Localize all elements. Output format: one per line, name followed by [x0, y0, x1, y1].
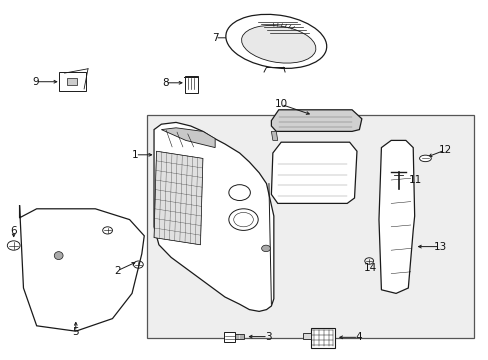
Text: 3: 3 — [264, 332, 271, 342]
Polygon shape — [271, 142, 356, 203]
Bar — [234, 334, 244, 339]
Polygon shape — [271, 131, 277, 140]
Polygon shape — [271, 110, 361, 131]
Bar — [303, 333, 310, 339]
Bar — [224, 332, 234, 342]
Ellipse shape — [225, 14, 326, 68]
Text: 2: 2 — [114, 266, 121, 276]
Text: 14: 14 — [363, 263, 376, 273]
FancyBboxPatch shape — [184, 76, 197, 93]
Bar — [67, 78, 77, 85]
Text: 6: 6 — [10, 226, 17, 236]
Circle shape — [261, 245, 270, 252]
Ellipse shape — [419, 155, 430, 162]
Polygon shape — [154, 122, 273, 311]
Polygon shape — [161, 128, 215, 148]
Bar — [146, 115, 473, 338]
Polygon shape — [154, 151, 203, 245]
Text: 12: 12 — [437, 145, 451, 155]
Bar — [310, 328, 334, 348]
Text: 7: 7 — [211, 33, 218, 43]
Text: 5: 5 — [72, 327, 79, 337]
Text: 8: 8 — [162, 78, 168, 88]
Text: 1: 1 — [132, 150, 139, 160]
Ellipse shape — [54, 252, 63, 260]
Text: 10: 10 — [274, 99, 287, 109]
Polygon shape — [20, 205, 144, 331]
FancyBboxPatch shape — [59, 72, 85, 91]
Ellipse shape — [241, 26, 315, 63]
Text: 4: 4 — [354, 332, 361, 342]
Text: 9: 9 — [32, 77, 39, 87]
Text: 11: 11 — [408, 175, 422, 185]
Polygon shape — [378, 140, 414, 293]
Text: 13: 13 — [432, 242, 446, 252]
